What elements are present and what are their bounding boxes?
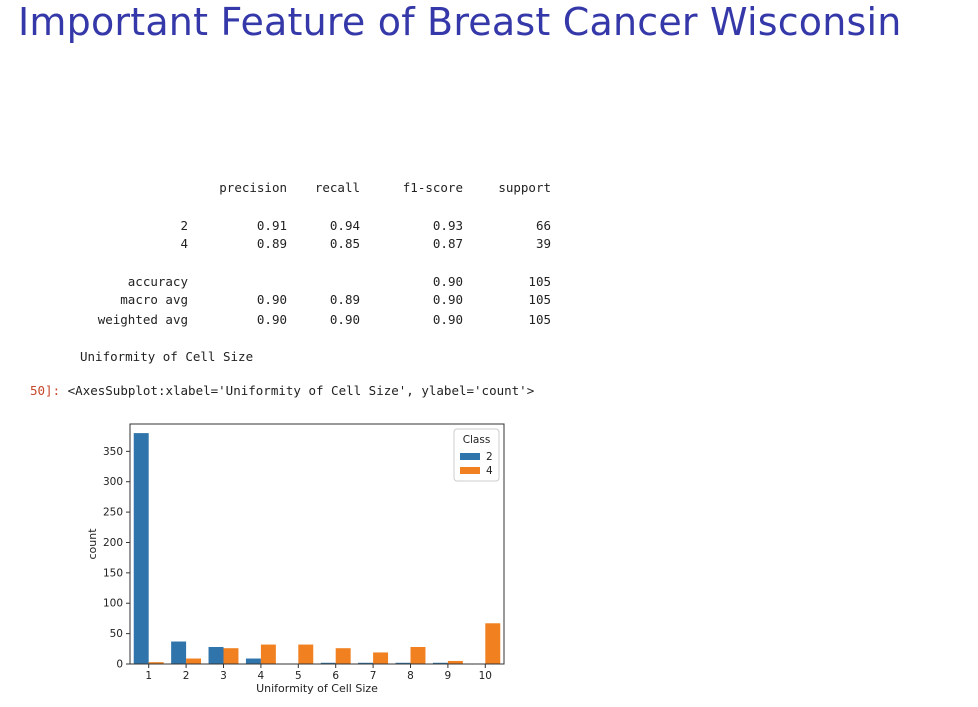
x-tick-label: 1	[145, 670, 152, 682]
x-tick-label: 2	[183, 670, 190, 682]
slide-title: Important Feature of Breast Cancer Wisco…	[18, 0, 902, 44]
bar-series-4-7	[373, 652, 389, 664]
report-header: precision	[219, 180, 287, 195]
x-tick-label: 10	[479, 670, 492, 682]
bar-series-2-1	[133, 433, 149, 664]
y-tick-label: 300	[103, 476, 123, 488]
report-cell: 0.87	[432, 236, 463, 251]
report-header: support	[498, 180, 551, 195]
report-row-label: weighted avg	[97, 312, 188, 327]
report-cell: 0.93	[432, 218, 463, 233]
plot-frame	[129, 423, 505, 665]
x-tick-label: 4	[258, 670, 265, 682]
x-tick-label: 5	[295, 670, 302, 682]
bar-series-4-5	[298, 644, 314, 664]
x-tick-label: 7	[370, 670, 377, 682]
y-tick-label: 100	[103, 598, 123, 610]
legend-label-2: 2	[486, 451, 493, 463]
bar-series-2-9	[432, 662, 448, 664]
bar-series-2-2	[171, 641, 187, 664]
report-row-label: 2	[180, 218, 188, 233]
bar-series-4-4	[260, 644, 276, 664]
output-repr: <AxesSubplot:xlabel='Uniformity of Cell …	[67, 383, 535, 398]
bar-series-2-7	[358, 662, 374, 664]
y-tick-label: 50	[110, 628, 123, 640]
x-tick-label: 3	[220, 670, 227, 682]
bar-series-4-1	[148, 662, 164, 664]
report-cell: 39	[535, 236, 551, 251]
report-cell: 0.90	[432, 312, 463, 327]
bar-series-4-6	[335, 648, 351, 664]
bar-series-4-2	[186, 658, 202, 664]
feature-label: Uniformity of Cell Size	[80, 349, 254, 364]
bar-series-4-8	[410, 646, 426, 664]
legend-label-4: 4	[486, 465, 493, 477]
bar-series-4-3	[223, 648, 239, 664]
report-cell: 105	[528, 312, 551, 327]
report-cell: 105	[528, 292, 551, 307]
x-tick-label: 8	[407, 670, 414, 682]
y-tick-label: 200	[103, 537, 123, 549]
report-cell: 0.91	[256, 218, 287, 233]
legend-swatch-2	[460, 453, 480, 460]
bar-series-2-4	[245, 658, 261, 664]
y-tick-label: 150	[103, 567, 123, 579]
prompt-number: 50]:	[30, 383, 61, 398]
report-row-label: 4	[180, 236, 188, 251]
x-tick-label: 9	[445, 670, 452, 682]
x-axis-label: Uniformity of Cell Size	[256, 682, 378, 695]
legend-title: Class	[463, 434, 491, 446]
bar-series-4-9	[447, 660, 463, 664]
report-cell: 0.90	[432, 292, 463, 307]
y-tick-label: 350	[103, 446, 123, 458]
cell-output: 50]: <AxesSubplot:xlabel='Uniformity of …	[30, 383, 534, 398]
report-cell: 0.89	[256, 236, 287, 251]
report-cell: 0.90	[432, 274, 463, 289]
bar-series-4-10	[485, 623, 501, 664]
report-cell: 0.90	[256, 312, 287, 327]
report-cell: 0.85	[329, 236, 360, 251]
classification-report: precision recall f1-score support 2 0.91 0.94 0…	[60, 178, 580, 338]
report-row-label: macro avg	[120, 292, 188, 307]
report-cell: 66	[535, 218, 551, 233]
bar-series-2-3	[208, 646, 224, 664]
x-tick-label: 6	[332, 670, 339, 682]
report-header: f1-score	[402, 180, 463, 195]
y-tick-label: 250	[103, 507, 123, 519]
report-header: recall	[314, 180, 360, 195]
report-cell: 0.90	[329, 312, 360, 327]
bar-chart: 0 50 100 150 200 250 300 350 1 2 3 4 5 6 7 8 9 10 Uniformi…	[86, 423, 505, 695]
y-tick-label: 0	[116, 659, 123, 671]
report-cell: 105	[528, 274, 551, 289]
legend-swatch-4	[460, 467, 480, 474]
bar-series-2-8	[395, 662, 411, 664]
y-axis-label: count	[86, 528, 99, 560]
bar-series-2-6	[320, 662, 336, 664]
report-row-label: accuracy	[127, 274, 188, 289]
report-cell: 0.89	[329, 292, 360, 307]
report-cell: 0.90	[256, 292, 287, 307]
report-cell: 0.94	[329, 218, 360, 233]
